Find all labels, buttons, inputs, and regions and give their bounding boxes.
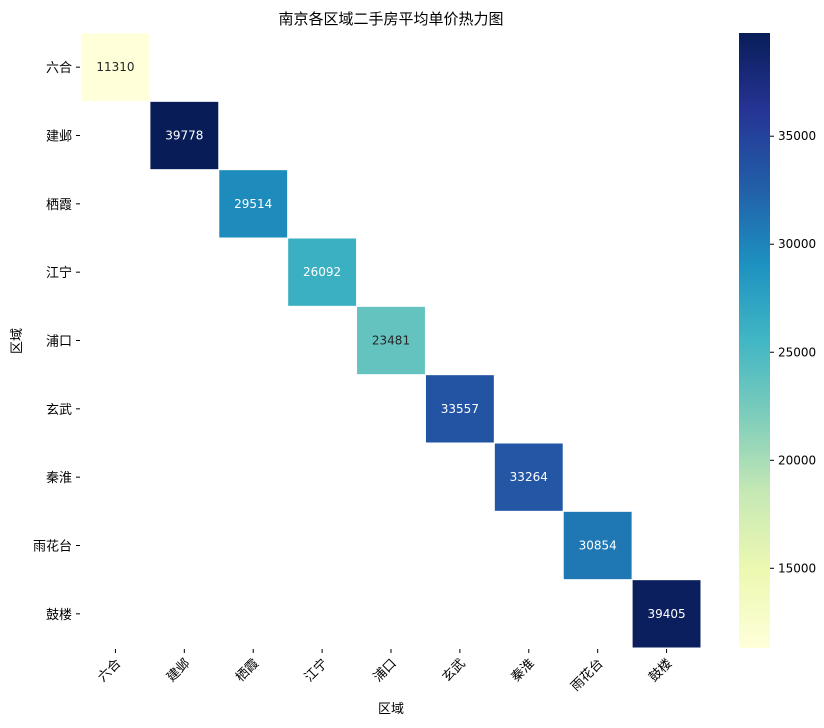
y-tick-label: 玄武 [46,403,72,418]
heatmap-cell [80,32,151,102]
colorbar-tick-label: 35000 [778,129,816,143]
cell-value-label: 33557 [441,402,479,416]
y-tick-label: 栖霞 [46,198,72,213]
y-tick-label: 雨花台 [33,539,72,555]
cell-value-label: 33264 [510,470,548,484]
cell-value-label: 30854 [579,539,617,553]
y-tick-label: 江宁 [46,265,72,281]
colorbar-tick-label: 15000 [778,561,816,575]
colorbar-tick-label: 20000 [778,453,816,467]
x-tick-label: 建邺 [164,656,193,685]
y-tick-label: 六合 [46,61,72,76]
x-axis-label: 区域 [378,702,404,717]
x-tick-label: 六合 [95,656,124,685]
heatmap-cell [424,374,495,444]
heatmap-cell [562,510,633,581]
cell-value-label: 11310 [96,60,134,74]
y-tick-label: 建邺 [46,130,72,145]
heatmap-cell [287,237,358,307]
cell-value-label: 26092 [303,265,341,279]
cell-value-label: 23481 [372,334,410,348]
heatmap-cell [631,579,702,649]
chart-title: 南京各区域二手房平均单价热力图 [278,10,503,28]
colorbar-tick-label: 30000 [778,237,816,251]
y-tick-label: 秦淮 [46,471,72,486]
y-tick-label: 浦口 [46,335,72,350]
x-tick-label: 雨花台 [568,656,607,695]
cell-value-label: 29514 [234,197,272,211]
heatmap-cell [149,100,220,171]
heatmap-cell [356,305,426,376]
heatmap-cell [493,442,564,512]
cell-value-label: 39778 [165,129,203,143]
colorbar [739,33,770,648]
colorbar-tick-label: 25000 [778,345,816,359]
x-tick-label: 栖霞 [233,656,262,685]
y-tick-label: 鼓楼 [46,608,72,623]
y-axis-label: 区域 [10,328,25,354]
x-tick-label: 鼓楼 [646,656,675,685]
x-tick-label: 浦口 [371,656,400,685]
x-tick-label: 秦淮 [509,656,538,685]
x-tick-label: 玄武 [440,656,469,685]
heatmap-cell [218,169,289,239]
x-tick-label: 江宁 [301,656,331,686]
cell-value-label: 39405 [647,607,685,621]
